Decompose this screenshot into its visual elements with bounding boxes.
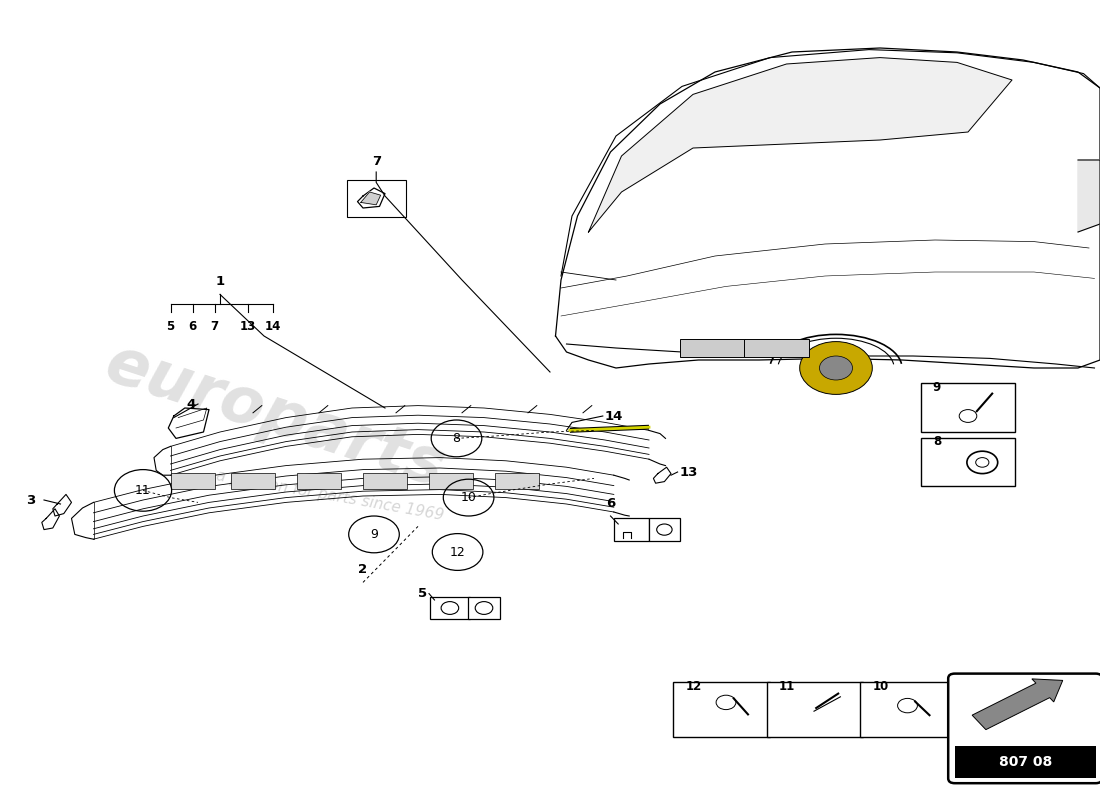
Text: 7: 7 [372,155,381,168]
Text: 10: 10 [872,680,889,693]
Polygon shape [1078,160,1100,232]
Text: 3: 3 [26,494,35,506]
Text: 13: 13 [680,466,698,478]
Text: 8: 8 [933,435,940,448]
Polygon shape [168,408,209,438]
FancyBboxPatch shape [921,438,1015,486]
Polygon shape [53,494,72,516]
Polygon shape [588,58,1012,232]
FancyBboxPatch shape [955,746,1096,778]
FancyBboxPatch shape [495,473,539,489]
Text: 807 08: 807 08 [999,755,1052,770]
FancyBboxPatch shape [363,473,407,489]
FancyBboxPatch shape [767,682,864,737]
FancyBboxPatch shape [297,473,341,489]
Text: 13: 13 [240,320,255,333]
Polygon shape [556,48,1100,368]
Polygon shape [42,509,59,530]
FancyBboxPatch shape [948,674,1100,783]
FancyBboxPatch shape [649,518,680,541]
Polygon shape [358,188,385,208]
Text: 5: 5 [418,587,427,600]
Text: 1: 1 [216,275,224,288]
FancyBboxPatch shape [744,339,808,357]
Text: 4: 4 [187,398,196,410]
FancyBboxPatch shape [468,597,500,619]
Circle shape [800,342,872,394]
Text: 12: 12 [685,680,702,693]
Text: 14: 14 [265,320,280,333]
FancyBboxPatch shape [673,682,770,737]
FancyBboxPatch shape [346,180,406,217]
FancyArrow shape [972,679,1063,730]
Text: 11: 11 [135,484,151,497]
FancyBboxPatch shape [614,518,649,541]
Polygon shape [361,192,381,205]
Text: 6: 6 [188,320,197,333]
FancyBboxPatch shape [860,682,957,737]
Text: europarts: europarts [98,332,452,500]
Text: 2: 2 [359,563,367,576]
Text: 12: 12 [450,546,465,558]
Text: 9: 9 [370,528,378,541]
Text: 11: 11 [779,680,795,693]
FancyBboxPatch shape [680,339,745,357]
Text: 9: 9 [933,381,940,394]
Text: 8: 8 [452,432,461,445]
Text: 14: 14 [605,410,624,422]
FancyBboxPatch shape [429,473,473,489]
Text: 10: 10 [461,491,476,504]
Text: 6: 6 [606,498,615,510]
Polygon shape [653,467,671,483]
FancyBboxPatch shape [170,473,214,489]
FancyBboxPatch shape [231,473,275,489]
Circle shape [820,356,852,380]
FancyBboxPatch shape [921,383,1015,432]
Text: 5: 5 [166,320,175,333]
Text: 7: 7 [210,320,219,333]
Text: a passion for parts since 1969: a passion for parts since 1969 [214,469,446,523]
FancyBboxPatch shape [430,597,470,619]
